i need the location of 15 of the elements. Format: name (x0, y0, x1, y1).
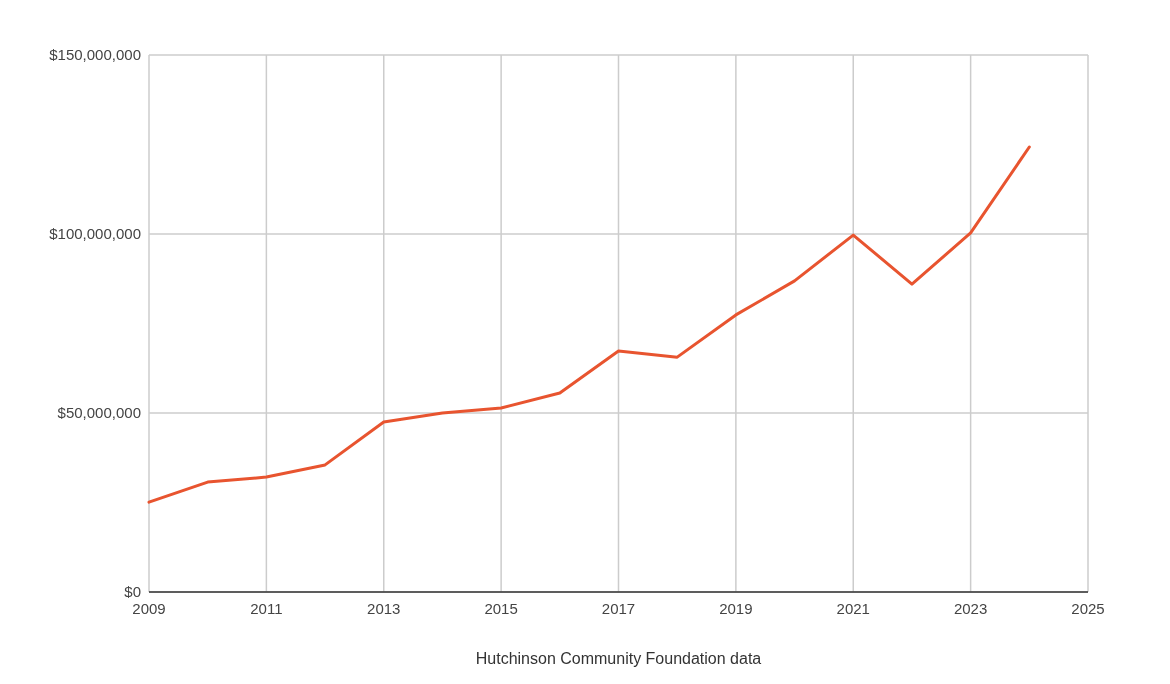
x-tick-label: 2017 (601, 600, 636, 617)
x-tick-label: 2015 (484, 600, 518, 617)
x-tick-label: 2025 (1071, 600, 1105, 617)
x-tick-label: 2013 (367, 600, 401, 617)
line-series (147, 145, 1031, 504)
y-tick-label: $0 (124, 583, 141, 601)
x-tick-label: 2023 (953, 600, 988, 617)
y-tick-label: $50,000,000 (57, 404, 141, 422)
y-tick-label: $100,000,000 (49, 225, 141, 243)
y-tick-label: $150,000,000 (49, 46, 141, 64)
x-tick-label: 2009 (132, 600, 166, 617)
x-axis-title: Hutchinson Community Foundation data (475, 650, 762, 667)
x-tick-label: 2021 (836, 600, 870, 617)
x-tick-label: 2011 (250, 600, 283, 617)
x-tick-label: 2019 (719, 600, 753, 617)
